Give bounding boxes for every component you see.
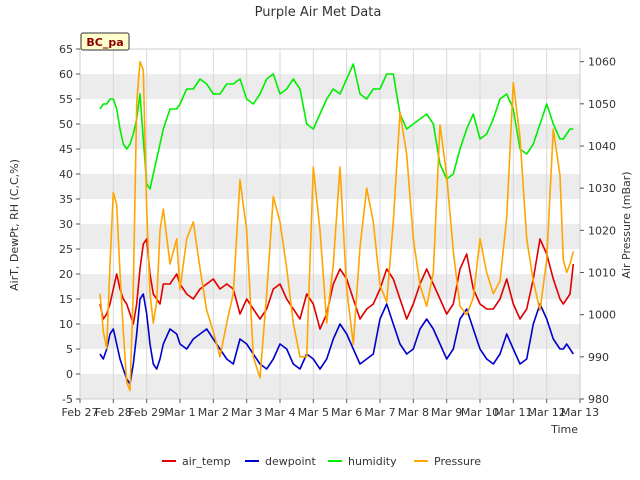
x-tick-label: Mar 3 (231, 406, 262, 419)
x-tick-label: Mar 10 (461, 406, 499, 419)
legend-item-humidity: humidity (328, 455, 397, 468)
chart-title: Purple Air Met Data (255, 5, 382, 20)
left-tick-label: 15 (59, 293, 73, 306)
x-tick-label: Feb 27 (62, 406, 99, 419)
x-tick-label: Mar 7 (364, 406, 395, 419)
x-tick-label: Mar 2 (198, 406, 229, 419)
x-tick-label: Mar 1 (164, 406, 195, 419)
left-tick-label: 35 (59, 193, 73, 206)
site-badge: BC_pa (80, 32, 130, 51)
x-tick-label: Feb 29 (128, 406, 165, 419)
series-layer (99, 60, 575, 392)
left-tick-label: 40 (59, 168, 73, 181)
left-y-axis-ticks: -5 0 5 10 15 20 25 30 35 40 45 50 55 60 65 (59, 43, 80, 406)
grid-band (80, 224, 580, 249)
x-tick-label: Mar 9 (431, 406, 462, 419)
x-tick-label: Mar 12 (528, 406, 566, 419)
right-tick-label: 990 (588, 351, 609, 364)
left-tick-label: 45 (59, 143, 73, 156)
right-tick-label: 1000 (588, 309, 616, 322)
left-tick-label: 55 (59, 93, 73, 106)
x-axis-label: Time (550, 423, 578, 436)
x-tick-label: Mar 4 (264, 406, 295, 419)
legend-label: air_temp (182, 455, 231, 468)
right-tick-label: 1030 (588, 182, 616, 195)
site-badge-label: BC_pa (86, 36, 123, 49)
series-line-dewpoint (99, 293, 574, 385)
x-tick-label: Mar 8 (398, 406, 429, 419)
right-tick-label: 980 (588, 393, 609, 406)
series-line-pressure (99, 60, 575, 392)
right-tick-label: 1010 (588, 266, 616, 279)
right-y-axis-ticks: 980 990 1000 1010 1020 1030 1040 1050 1060 (580, 56, 616, 406)
left-tick-label: 50 (59, 118, 73, 131)
legend-item-air-temp: air_temp (162, 455, 231, 468)
x-tick-label: Mar 11 (494, 406, 532, 419)
legend-label: dewpoint (265, 455, 316, 468)
right-tick-label: 1060 (588, 56, 616, 69)
left-tick-label: 30 (59, 218, 73, 231)
series-line-air-temp (99, 238, 575, 330)
right-tick-label: 1040 (588, 140, 616, 153)
left-tick-label: -5 (62, 393, 73, 406)
legend: air_temp dewpoint humidity Pressure (162, 455, 481, 468)
left-tick-label: 5 (66, 343, 73, 356)
x-tick-label: Feb 28 (95, 406, 132, 419)
x-tick-label: Mar 6 (331, 406, 362, 419)
left-tick-label: 60 (59, 68, 73, 81)
legend-label: Pressure (434, 455, 481, 468)
left-tick-label: 10 (59, 318, 73, 331)
left-tick-label: 0 (66, 368, 73, 381)
legend-label: humidity (348, 455, 397, 468)
grid-band (80, 174, 580, 199)
x-tick-label: Mar 13 (561, 406, 599, 419)
legend-item-pressure: Pressure (414, 455, 481, 468)
grid-band (80, 324, 580, 349)
right-tick-label: 1020 (588, 224, 616, 237)
left-y-axis-label: AirT, DewPt, RH (C,C,%) (8, 159, 21, 291)
grid-band (80, 124, 580, 149)
right-y-axis-label: Air Pressure (mBar) (620, 171, 633, 278)
left-tick-label: 20 (59, 268, 73, 281)
right-tick-label: 1050 (588, 98, 616, 111)
left-tick-label: 25 (59, 243, 73, 256)
x-tick-label: Mar 5 (298, 406, 329, 419)
legend-item-dewpoint: dewpoint (245, 455, 316, 468)
left-tick-label: 65 (59, 43, 73, 56)
grid-band (80, 374, 580, 399)
